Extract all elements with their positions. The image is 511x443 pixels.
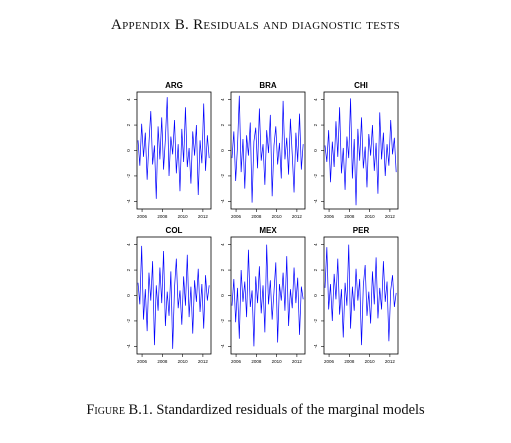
x-tick-label: 2010 [178,214,189,219]
x-tick-label: 2012 [385,214,396,219]
x-tick-label: 2006 [137,214,148,219]
x-tick-label: 2012 [292,359,303,364]
y-tick-label: 2 [126,268,131,271]
y-tick-label: 4 [313,243,318,246]
figure-caption: Figure B.1. Standardized residuals of th… [0,402,511,419]
x-tick-label: 2010 [272,214,283,219]
x-tick-label: 2012 [198,214,209,219]
y-tick-label: 4 [313,98,318,101]
y-tick-label: -4 [126,344,131,348]
x-tick-label: 2008 [157,214,168,219]
residual-line [137,245,210,349]
y-tick-label: 2 [220,123,225,126]
y-tick-label: -4 [313,344,318,348]
y-tick-label: -4 [220,199,225,203]
appendix-heading: Appendix B. Residuals and diagnostic tes… [110,17,400,33]
residual-line [324,98,397,206]
y-tick-label: -2 [126,173,131,177]
x-tick-label: 2006 [231,359,242,364]
y-tick-label: 4 [126,243,131,246]
y-tick-label: -2 [220,318,225,322]
x-tick-label: 2012 [292,214,303,219]
x-tick-label: 2006 [324,214,335,219]
y-tick-label: 0 [126,149,131,152]
x-tick-label: 2012 [385,359,396,364]
x-tick-label: 2008 [251,359,262,364]
y-tick-label: 4 [220,243,225,246]
x-tick-label: 2008 [251,214,262,219]
y-tick-label: 0 [220,294,225,297]
x-tick-label: 2006 [137,359,148,364]
caption-label: Figure B.1. [86,402,153,418]
x-tick-label: 2010 [365,359,376,364]
residual-line [324,244,397,346]
x-tick-label: 2008 [344,359,355,364]
x-tick-label: 2006 [231,214,242,219]
residual-line [137,97,210,199]
y-tick-label: -2 [220,173,225,177]
panel-title: ARG [165,81,183,90]
y-tick-label: 4 [126,98,131,101]
y-tick-label: -4 [220,344,225,348]
y-tick-label: -4 [126,199,131,203]
y-tick-label: 2 [313,268,318,271]
x-tick-label: 2010 [272,359,283,364]
y-tick-label: 2 [313,123,318,126]
panel-title: COL [166,226,183,235]
x-tick-label: 2008 [344,214,355,219]
y-tick-label: -2 [126,318,131,322]
x-tick-label: 2010 [178,359,189,364]
x-tick-label: 2006 [324,359,335,364]
panel-title: MEX [259,226,277,235]
panel-title: BRA [259,81,277,90]
x-tick-label: 2008 [157,359,168,364]
y-tick-label: 0 [313,149,318,152]
residual-line [231,95,304,203]
y-tick-label: 0 [220,149,225,152]
residual-line [231,244,304,347]
y-tick-label: 2 [126,123,131,126]
x-tick-label: 2010 [365,214,376,219]
y-tick-label: -2 [313,173,318,177]
x-tick-label: 2012 [198,359,209,364]
caption-text: Standardized residuals of the marginal m… [156,402,425,418]
y-tick-label: 0 [313,294,318,297]
y-tick-label: 0 [126,294,131,297]
y-tick-label: 2 [220,268,225,271]
y-tick-label: 4 [220,98,225,101]
panel-title: CHI [354,81,368,90]
panel-title: PER [353,226,370,235]
y-tick-label: -4 [313,199,318,203]
y-tick-label: -2 [313,318,318,322]
